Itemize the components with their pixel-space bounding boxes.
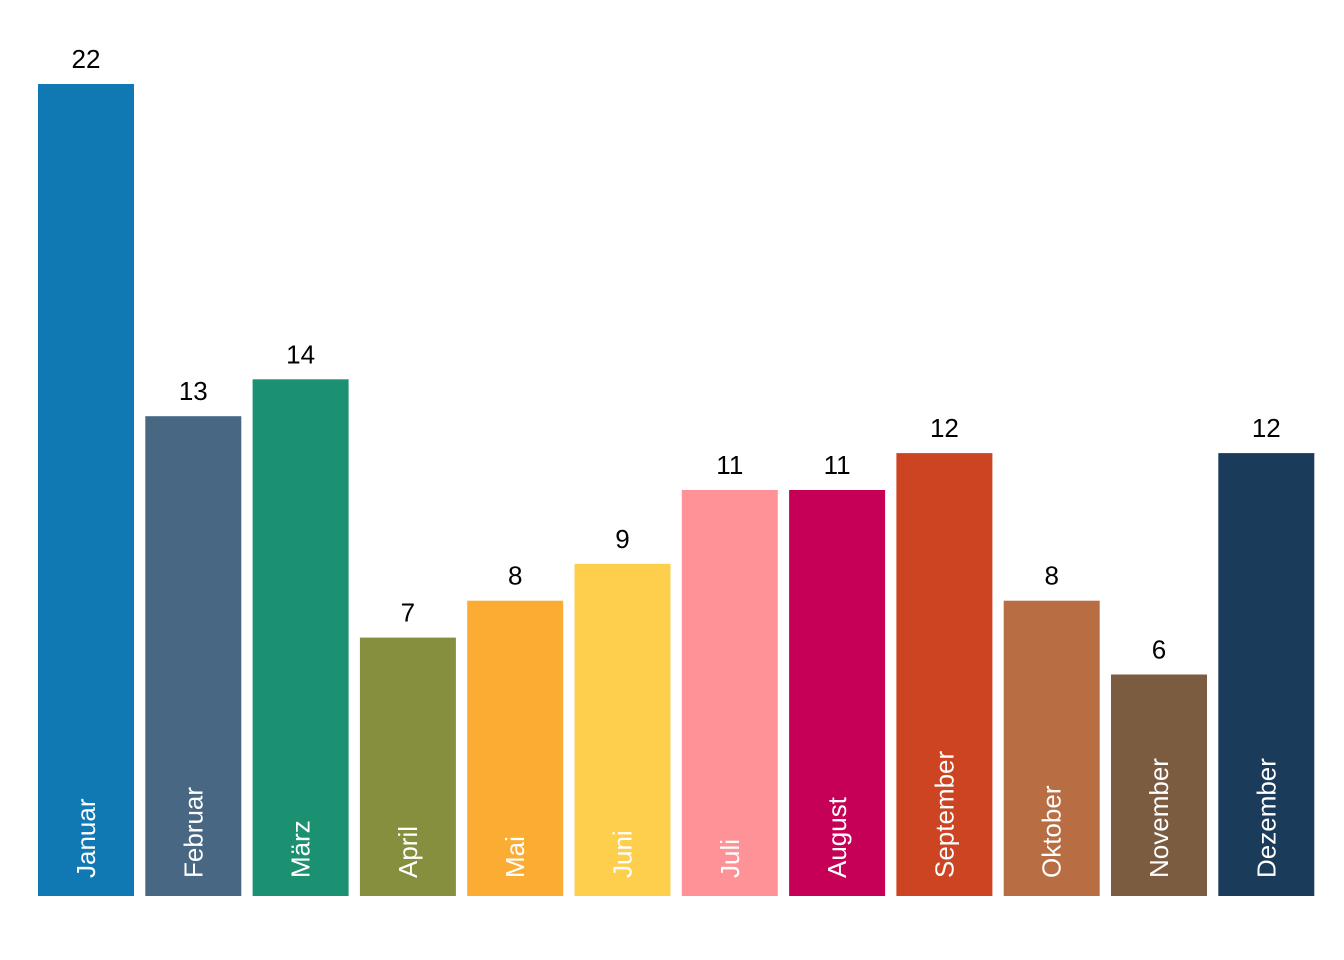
bar-value-label: 13 (179, 376, 208, 406)
bar-category-label: Juni (608, 830, 638, 878)
bar-value-label: 12 (930, 413, 959, 443)
bar-category-label: Oktober (1037, 785, 1067, 878)
bar (896, 453, 993, 896)
bar (681, 490, 778, 896)
bar (789, 490, 886, 896)
bar-value-label: 6 (1152, 635, 1166, 665)
bar-value-label: 8 (508, 561, 522, 591)
bar (1111, 674, 1207, 896)
bar-category-label: Mai (500, 836, 530, 878)
bar-value-label: 7 (401, 598, 415, 628)
bar-category-label: Januar (71, 798, 101, 878)
bar (359, 637, 456, 896)
bar-group: 14 März (252, 339, 349, 896)
bar (1003, 600, 1100, 896)
bar-group: 12 Dezember (1218, 413, 1315, 896)
bar-group: 12 September (896, 413, 993, 896)
bar-group: 22 Januar (38, 44, 134, 896)
bar-value-label: 11 (824, 450, 851, 480)
bar-value-label: 12 (1252, 413, 1281, 443)
bar-group: 8 Oktober (1003, 561, 1100, 896)
bar-value-label: 22 (72, 44, 101, 74)
bar-group: 9 Juni (574, 524, 671, 896)
bar-value-label: 14 (286, 339, 315, 369)
bar (145, 416, 242, 896)
bar (1218, 453, 1315, 896)
bar-category-label: September (929, 750, 959, 878)
bar-group: 6 November (1111, 635, 1207, 896)
bar-group: 7 April (359, 598, 456, 896)
bar-category-label: April (393, 826, 423, 878)
bar-value-label: 8 (1044, 561, 1058, 591)
bar (574, 563, 671, 896)
bar-value-label: 11 (716, 450, 743, 480)
bar-category-label: März (286, 820, 316, 878)
bar-group: 11 August (789, 450, 886, 896)
bar-category-label: August (822, 796, 852, 878)
bar-category-label: Dezember (1251, 758, 1281, 878)
bar-category-label: Juli (715, 839, 745, 878)
bar-value-label: 9 (615, 524, 629, 554)
bar-category-label: November (1144, 758, 1174, 878)
bar-group: 13 Februar (145, 376, 242, 896)
bar-group: 8 Mai (467, 561, 564, 896)
bar-group: 11 Juli (681, 450, 778, 896)
bar (467, 600, 564, 896)
bar-category-label: Februar (178, 787, 208, 878)
bar (38, 84, 134, 896)
bar (252, 379, 349, 896)
